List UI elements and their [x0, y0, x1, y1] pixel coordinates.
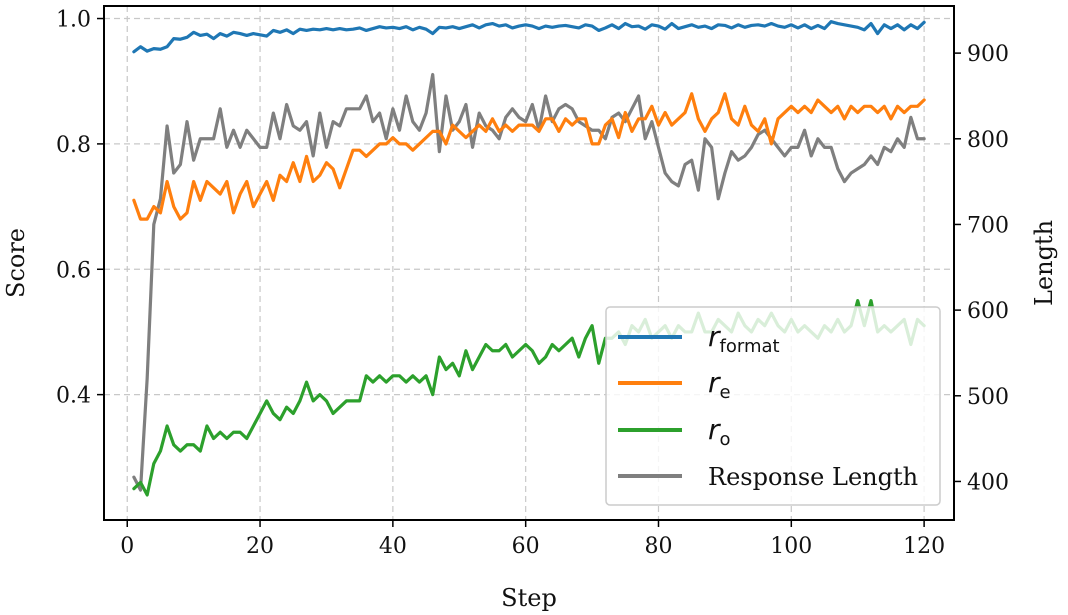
- legend-label-r-format: rformat: [708, 320, 780, 357]
- y-right-tick-label: 800: [967, 128, 1009, 153]
- y-left-tick-label: 0.4: [56, 384, 91, 409]
- y-right-axis-title: Length: [1030, 220, 1058, 306]
- y-left-tick-label: 0.6: [56, 258, 91, 283]
- x-tick-label: 120: [903, 534, 945, 559]
- grid-layer: [104, 6, 954, 520]
- legend-label-r-e: re: [708, 366, 731, 403]
- tick-layer: 0 20 40 60 80 100 120 0.4 0.6 0.8 1.0 400 500 600 700 8…: [56, 8, 1009, 559]
- y-right-tick-label: 700: [967, 213, 1009, 238]
- series-line-r-e: [132, 92, 926, 221]
- plot-frame: [103, 5, 955, 521]
- series-line-r-format: [132, 20, 926, 54]
- x-tick-label: 40: [379, 534, 407, 559]
- legend: rformat re ro Response Length: [605, 306, 941, 506]
- y-right-tick-label: 600: [967, 299, 1009, 324]
- legend-label-response-length: Response Length: [708, 463, 918, 491]
- legend-box: [605, 306, 941, 506]
- x-tick-label: 80: [644, 534, 672, 559]
- x-tick-label: 20: [246, 534, 274, 559]
- x-tick-label: 100: [770, 534, 812, 559]
- legend-label-r-o: ro: [708, 413, 731, 450]
- y-right-tick-label: 900: [967, 42, 1009, 67]
- y-right-tick-label: 400: [967, 470, 1009, 495]
- y-left-tick-label: 0.8: [56, 133, 91, 158]
- x-tick-label: 60: [512, 534, 540, 559]
- x-tick-label: 0: [120, 534, 134, 559]
- y-right-tick-label: 500: [967, 385, 1009, 410]
- y-left-axis-title: Score: [2, 228, 30, 298]
- x-axis-title: Step: [501, 584, 557, 612]
- series-line-response-length: [132, 72, 926, 492]
- y-left-tick-label: 1.0: [56, 8, 91, 33]
